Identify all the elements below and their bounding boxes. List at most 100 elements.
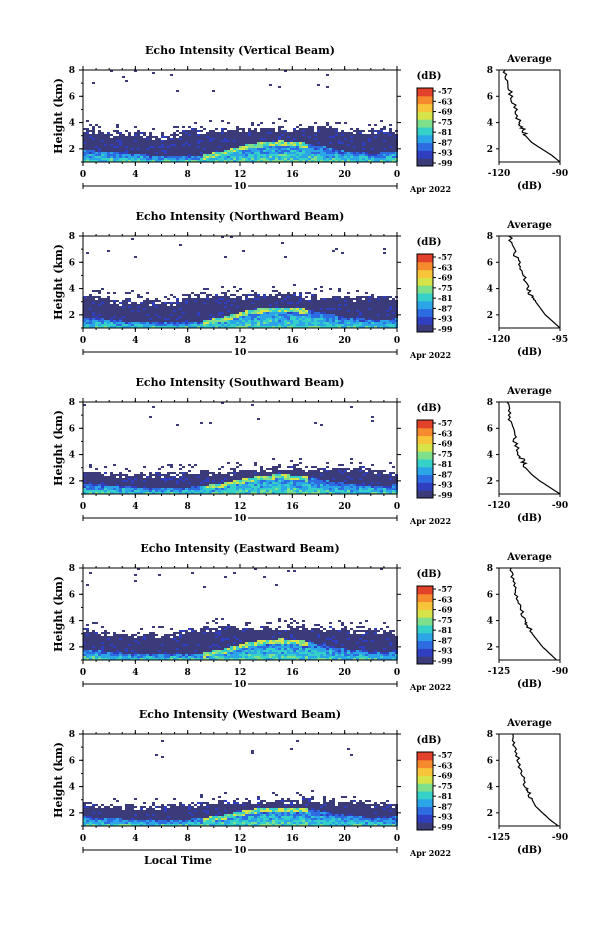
average-y-tick-label: 8: [487, 66, 493, 76]
x-tick-label: 16: [286, 834, 299, 844]
colorbar-swatch: [417, 474, 433, 483]
colorbar-tick-label: -75: [438, 781, 452, 791]
day-label-bg: [232, 181, 248, 191]
x-tick-label: 0: [80, 336, 86, 346]
colorbar-frame: [416, 585, 434, 665]
x-tick-label: 4: [132, 668, 138, 678]
average-y-tick-label: 6: [487, 424, 493, 434]
average-x-label: (dB): [517, 181, 542, 192]
colorbar-tick-label: -93: [438, 812, 453, 822]
x-tick-label: 8: [185, 668, 191, 678]
y-tick-label: 8: [69, 730, 75, 740]
average-profile-line: [508, 235, 561, 329]
colorbar-tick-label: -99: [438, 822, 453, 832]
colorbar-swatch: [417, 420, 433, 429]
colorbar-tick-label: -87: [438, 801, 452, 811]
y-tick-label: 6: [69, 424, 75, 434]
average-y-tick-label: 6: [487, 258, 493, 268]
colorbar-swatch: [417, 459, 433, 468]
colorbar-frame: [416, 253, 434, 333]
colorbar-swatch: [417, 127, 433, 136]
average-x-label: (dB): [517, 845, 542, 856]
y-tick-label: 8: [69, 232, 75, 242]
colorbar-swatch: [417, 601, 433, 610]
colorbar-swatch: [417, 609, 433, 618]
x-tick-label: 8: [185, 170, 191, 180]
average-frame: [498, 401, 561, 495]
x-tick-label: 16: [286, 336, 299, 346]
average-title: Average: [506, 54, 552, 65]
x-tick-label: 12: [234, 336, 247, 346]
average-x-tick-label: -120: [488, 169, 511, 179]
x-axis-label: Local Time: [144, 854, 212, 867]
average-x-tick-label: -125: [488, 833, 511, 843]
average-y-tick-label: 8: [487, 232, 493, 242]
colorbar-tick-label: -99: [438, 158, 453, 168]
colorbar-tick-label: -69: [438, 273, 453, 283]
colorbar-swatch: [417, 806, 433, 815]
x-tick-label: 16: [286, 502, 299, 512]
day-label: 10: [234, 182, 247, 192]
x-tick-label: 12: [234, 834, 247, 844]
colorbar-tick-label: -75: [438, 449, 452, 459]
colorbar-swatch: [417, 435, 433, 444]
average-title: Average: [506, 386, 552, 397]
colorbar-swatch: [417, 293, 433, 302]
colorbar-tick-label: -93: [438, 646, 453, 656]
panel-4: Echo Intensity (Eastward Beam) 2 4 6 8 Height…: [52, 542, 568, 692]
average-y-tick-label: 4: [487, 451, 493, 461]
y-tick-label: 4: [69, 119, 75, 129]
colorbar-tick-label: -75: [438, 283, 452, 293]
x-tick-label: 0: [80, 502, 86, 512]
chart-title: Echo Intensity (Southward Beam): [136, 376, 345, 389]
colorbar-tick-label: -57: [438, 750, 452, 760]
colorbar-unit: (dB): [417, 569, 442, 580]
x-tick-label: 20: [338, 336, 351, 346]
colorbar-tick-label: -63: [438, 760, 453, 770]
colorbar-swatch: [417, 277, 433, 286]
average-frame: [498, 733, 561, 827]
colorbar-swatch: [417, 134, 433, 144]
y-axis-label: Height (km): [52, 742, 65, 818]
date-label: Apr 2022: [409, 848, 451, 858]
average-frame: [498, 69, 561, 163]
colorbar-tick-label: -63: [438, 594, 453, 604]
colorbar-swatch: [417, 443, 433, 452]
x-tick-label: 0: [80, 668, 86, 678]
colorbar-swatch: [417, 150, 433, 159]
y-axis-label: Height (km): [52, 244, 65, 320]
colorbar-swatch: [417, 759, 433, 769]
chart-title: Echo Intensity (Vertical Beam): [145, 44, 335, 57]
average-frame: [498, 567, 561, 661]
colorbar-swatch: [417, 324, 433, 333]
colorbar-tick-label: -81: [438, 625, 452, 635]
colorbar-swatch: [417, 648, 433, 657]
date-label: Apr 2022: [409, 350, 451, 360]
heatmap-cells: [83, 236, 398, 328]
x-tick-label: 0: [80, 834, 86, 844]
average-x-label: (dB): [517, 679, 542, 690]
average-profile-line: [509, 567, 557, 661]
y-tick-label: 8: [69, 398, 75, 408]
average-y-tick-label: 6: [487, 756, 493, 766]
heatmap-cells: [83, 568, 398, 660]
colorbar-unit: (dB): [417, 237, 442, 248]
average-y-tick-label: 6: [487, 590, 493, 600]
average-x-tick-label: -90: [552, 501, 568, 511]
x-tick-label: 20: [338, 668, 351, 678]
colorbar-tick-label: -81: [438, 127, 452, 137]
panel-5: Echo Intensity (Westward Beam) 2 4 6 8 Height…: [52, 708, 568, 858]
day-label-bg: [232, 845, 248, 855]
colorbar-swatch: [417, 300, 433, 310]
day-label-bg: [232, 513, 248, 523]
average-y-tick-label: 4: [487, 617, 493, 627]
colorbar-tick-label: -87: [438, 635, 452, 645]
y-tick-label: 2: [69, 311, 75, 321]
date-label: Apr 2022: [409, 682, 451, 692]
x-tick-label: 20: [338, 502, 351, 512]
x-tick-label: 8: [185, 502, 191, 512]
colorbar-swatch: [417, 767, 433, 776]
colorbar-tick-label: -93: [438, 148, 453, 158]
y-tick-label: 4: [69, 617, 75, 627]
colorbar-unit: (dB): [417, 403, 442, 414]
